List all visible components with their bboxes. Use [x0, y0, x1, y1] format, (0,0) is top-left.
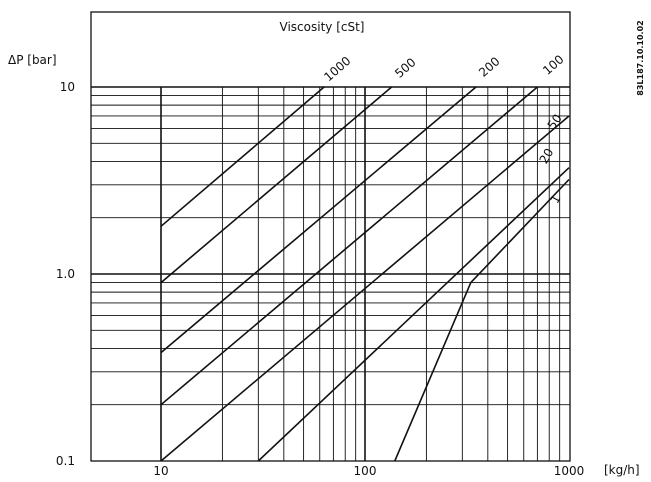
curve-label-100: 100: [540, 52, 566, 78]
x-tick-label: 1000: [554, 464, 585, 478]
viscosity-curve-500: [160, 86, 393, 284]
viscosity-curve-50: [160, 115, 570, 461]
curve-label-200: 200: [476, 54, 502, 80]
x-tick-label: 10: [153, 464, 168, 478]
curve-label-500: 500: [392, 55, 418, 81]
x-tick-label: 100: [354, 464, 377, 478]
viscosity-curve-1000: [160, 86, 325, 227]
y-axis-label: ΔP [bar]: [8, 53, 57, 67]
curve-label-1000: 1000: [321, 54, 353, 85]
curve-label-20: 20: [537, 146, 557, 166]
x-tick-labels: 10 100 1000: [153, 464, 584, 478]
grid-lines: [91, 86, 570, 461]
viscosity-curves: [160, 86, 570, 461]
viscosity-curve-1: [394, 178, 570, 461]
viscosity-curve-200: [160, 86, 477, 354]
document-code: 83L187.10.10.02: [636, 20, 645, 95]
y-tick-labels: 0.1 1.0 10: [56, 80, 75, 468]
y-tick-label: 10: [60, 80, 75, 94]
y-tick-label: 0.1: [56, 454, 75, 468]
x-axis-label: [kg/h]: [604, 463, 640, 477]
viscosity-curve-20: [257, 167, 570, 461]
viscosity-curve-100: [160, 86, 538, 406]
chart-title: Viscosity [cSt]: [280, 20, 365, 34]
plot-frame: [90, 11, 571, 462]
y-tick-label: 1.0: [56, 267, 75, 281]
